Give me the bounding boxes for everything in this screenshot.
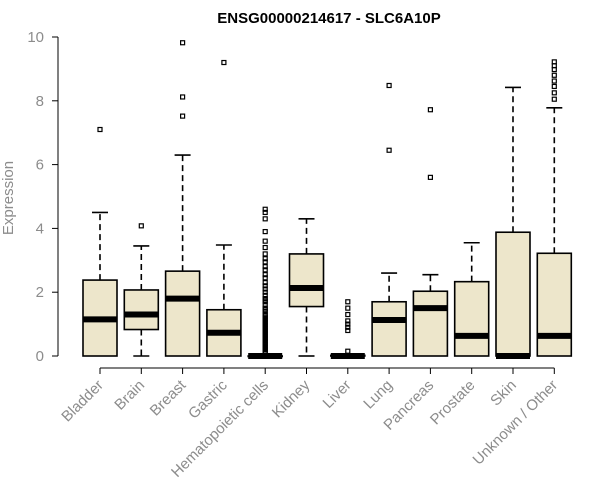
- outlier-point: [262, 283, 268, 289]
- y-tick-label: 0: [36, 348, 44, 365]
- outlier-point: [262, 238, 268, 244]
- box-group-unknown-other: [536, 59, 573, 357]
- outlier-point: [551, 96, 557, 102]
- outlier-point: [345, 327, 351, 334]
- box-group-brain: [123, 223, 160, 357]
- outlier-point: [345, 311, 351, 318]
- outlier-point: [386, 147, 392, 153]
- box-group-bladder: [82, 126, 118, 357]
- outlier-point: [551, 59, 557, 65]
- box: [123, 289, 160, 331]
- outlier-point: [551, 78, 557, 84]
- outlier-point: [262, 305, 268, 311]
- y-tick-label: 10: [27, 29, 44, 46]
- box: [453, 280, 490, 357]
- outlier-point: [262, 272, 268, 278]
- outlier-point: [262, 286, 268, 292]
- x-tick-label: Bladder: [58, 377, 107, 426]
- outlier-point: [345, 321, 351, 327]
- box: [536, 252, 573, 357]
- outlier-point: [262, 216, 268, 222]
- x-tick-label: Breast: [147, 376, 190, 419]
- x-tick-label: Prostate: [427, 377, 479, 429]
- x-tick-label: Skin: [487, 377, 520, 410]
- outlier-point: [262, 302, 268, 308]
- outlier-point: [345, 305, 351, 311]
- outlier-point: [262, 267, 268, 273]
- box: [495, 231, 531, 357]
- box: [288, 253, 325, 308]
- y-tick-label: 4: [36, 220, 44, 237]
- outlier-point: [97, 126, 103, 133]
- outlier-point: [262, 244, 268, 251]
- box-group-gastric: [206, 59, 242, 357]
- outlier-point: [262, 251, 268, 257]
- outlier-point: [138, 223, 144, 229]
- outlier-point: [262, 289, 268, 295]
- outlier-point: [262, 206, 268, 212]
- outlier-point: [262, 295, 268, 302]
- outlier-point: [262, 311, 268, 318]
- outlier-point: [386, 82, 392, 89]
- outlier-point: [551, 72, 557, 78]
- box-group-skin: [495, 86, 531, 359]
- outlier-point: [221, 59, 227, 66]
- y-tick-label: 2: [36, 284, 44, 301]
- outlier-point: [345, 348, 351, 354]
- box: [164, 270, 201, 357]
- x-tick-label: Brain: [111, 377, 148, 414]
- outlier-point: [180, 94, 186, 100]
- outlier-point: [262, 275, 268, 281]
- outlier-point: [427, 107, 433, 113]
- y-axis: 0 2 4 6 8 10: [27, 29, 59, 365]
- y-tick-label: 6: [36, 157, 44, 174]
- outlier-point: [262, 280, 268, 286]
- outlier-point: [345, 324, 351, 330]
- outlier-point: [262, 209, 268, 216]
- box: [371, 300, 407, 357]
- outlier-point: [262, 264, 268, 270]
- outlier-point: [551, 83, 557, 90]
- outlier-point: [551, 90, 557, 96]
- outlier-point: [180, 40, 186, 46]
- box-group-pancreas: [412, 107, 449, 357]
- box-group-hematopoietic-cells: [247, 206, 283, 359]
- outlier-point: [262, 256, 268, 262]
- outlier-point: [262, 259, 268, 265]
- y-axis-label: Expression: [0, 161, 17, 235]
- box-group-lung: [371, 82, 407, 357]
- outlier-point: [427, 174, 433, 180]
- outlier-point: [345, 318, 351, 324]
- outlier-point: [262, 292, 268, 298]
- plot-area: [82, 40, 573, 359]
- outlier-point: [262, 228, 268, 235]
- box-group-prostate: [453, 241, 490, 357]
- y-tick-label: 8: [36, 93, 44, 110]
- chart-title: ENSG00000214617 - SLC6A10P: [217, 10, 440, 27]
- box-group-liver: [329, 299, 366, 359]
- x-tick-label: Lung: [360, 377, 396, 413]
- outlier-point: [345, 299, 351, 305]
- outlier-point: [180, 113, 186, 119]
- x-tick-label: Liver: [320, 377, 355, 412]
- box-group-breast: [164, 40, 201, 357]
- box-group-kidney: [288, 218, 325, 357]
- box: [412, 290, 449, 357]
- x-tick-label: Kidney: [269, 376, 314, 421]
